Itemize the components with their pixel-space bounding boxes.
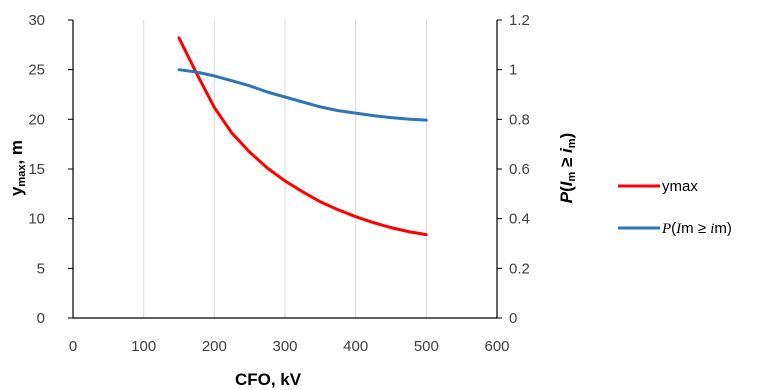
right-y-axis-title-close: ): [557, 133, 576, 139]
legend-prob-open: (: [671, 220, 676, 237]
left-y-tick-label: 10: [28, 211, 45, 228]
left-y-tick-label: 15: [28, 161, 45, 178]
right-y-axis-title-sub1: m: [566, 172, 578, 182]
right-y-axis-title-p: P: [557, 191, 576, 203]
right-y-tick-label: 1: [509, 62, 517, 79]
left-y-axis-title-main: y: [7, 186, 26, 196]
left-y-tick-labels: 0 5 10 15 20 25 30: [28, 12, 73, 327]
left-y-tick-label: 20: [28, 111, 45, 128]
x-axis-title: CFO, kV: [235, 370, 302, 389]
legend-prob-var1: I: [675, 221, 682, 237]
legend: ymax P(Im ≥ im): [618, 178, 732, 237]
x-tick-label: 400: [343, 338, 368, 355]
x-tick-label: 500: [414, 338, 439, 355]
x-tick-label: 200: [202, 338, 227, 355]
left-y-axis-title: ymax, m: [7, 140, 28, 196]
right-y-axis-title-var2: i: [557, 147, 576, 153]
x-tick-labels: 0 100 200 300 400 500 600: [69, 338, 510, 355]
right-y-axis-title-open: (: [557, 186, 576, 192]
x-tick-label: 300: [272, 338, 297, 355]
right-y-axis-title-sub2: m: [566, 138, 578, 148]
right-y-axis-title-var1: I: [557, 180, 576, 186]
legend-prob-p: P: [661, 221, 671, 237]
left-y-tick-label: 0: [37, 310, 45, 327]
right-y-tick-label: 0: [509, 310, 517, 327]
right-y-tick-label: 0.6: [509, 161, 530, 178]
right-y-tick-label: 0.4: [509, 211, 530, 228]
left-y-tick-label: 30: [28, 12, 45, 29]
right-y-tick-label: 0.8: [509, 111, 530, 128]
legend-prob-var2: i: [710, 221, 714, 237]
legend-prob-end: m): [714, 220, 732, 237]
right-y-axis-title-ge: ≥: [557, 153, 576, 172]
left-y-tick-label: 25: [28, 62, 45, 79]
right-y-tick-label: 1.2: [509, 12, 530, 29]
series-line-probability: [177, 68, 428, 122]
x-tick-label: 100: [131, 338, 156, 355]
left-y-axis-title-suffix: , m: [7, 140, 26, 165]
legend-label-probability: P(Im ≥ im): [661, 220, 732, 237]
legend-prob-mid: m ≥: [681, 220, 710, 237]
series-line-ymax: [177, 36, 428, 237]
x-tick-label: 600: [484, 338, 509, 355]
right-y-tick-label: 0.2: [509, 260, 530, 277]
right-y-tick-labels: 0 0.2 0.4 0.6 0.8 1 1.2: [497, 12, 530, 327]
series-lines: [177, 36, 428, 237]
left-y-tick-label: 5: [37, 260, 45, 277]
legend-label-ymax: ymax: [662, 178, 698, 195]
left-y-axis-title-subscript: max: [16, 164, 28, 187]
right-y-axis-title: P(Im ≥ im): [557, 133, 578, 204]
x-tick-label: 0: [69, 338, 77, 355]
grid-lines: [143, 20, 498, 318]
